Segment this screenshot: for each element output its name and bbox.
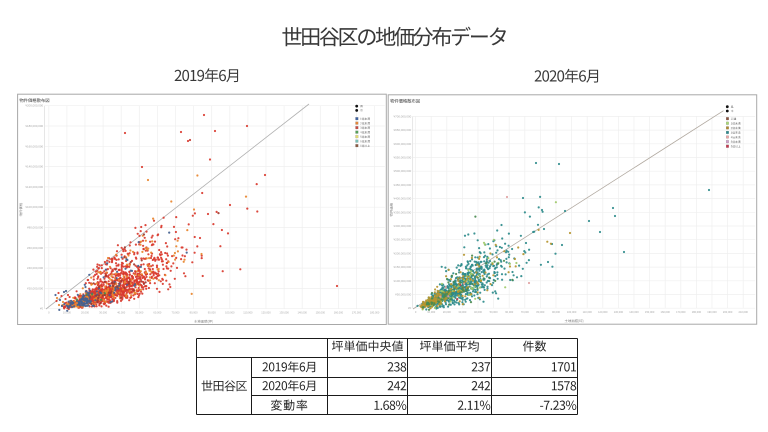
svg-text:¥200,000,000: ¥200,000,000 bbox=[25, 104, 43, 108]
svg-text:110,000: 110,000 bbox=[583, 310, 593, 314]
svg-text:170,000: 170,000 bbox=[352, 310, 362, 314]
svg-text:50,000: 50,000 bbox=[490, 310, 498, 314]
svg-text:190,000: 190,000 bbox=[707, 310, 717, 314]
svg-text:¥160,000,000: ¥160,000,000 bbox=[25, 144, 43, 148]
svg-text:¥20,000,000: ¥20,000,000 bbox=[27, 286, 43, 290]
svg-text:200,000: 200,000 bbox=[723, 310, 733, 314]
svg-text:70,000: 70,000 bbox=[521, 310, 529, 314]
svg-text:150,000: 150,000 bbox=[645, 310, 655, 314]
svg-text:¥80,000,000: ¥80,000,000 bbox=[27, 226, 43, 230]
svg-text:160,000: 160,000 bbox=[661, 310, 671, 314]
svg-text:¥50,000,000: ¥50,000,000 bbox=[395, 293, 411, 297]
svg-text:¥180,000,000: ¥180,000,000 bbox=[25, 124, 43, 128]
svg-text:¥350,000,000: ¥350,000,000 bbox=[394, 210, 412, 214]
svg-text:¥200,000,000: ¥200,000,000 bbox=[394, 251, 412, 255]
svg-text:120,000: 120,000 bbox=[598, 310, 608, 314]
svg-text:60,000: 60,000 bbox=[153, 310, 161, 314]
svg-text:210,000: 210,000 bbox=[739, 310, 749, 314]
svg-text:¥100,000,000: ¥100,000,000 bbox=[394, 279, 412, 283]
svg-text:¥650,000,000: ¥650,000,000 bbox=[394, 128, 412, 132]
svg-text:80,000: 80,000 bbox=[536, 310, 544, 314]
svg-text:¥0: ¥0 bbox=[40, 307, 44, 311]
svg-text:30,000: 30,000 bbox=[458, 310, 466, 314]
svg-text:40,000: 40,000 bbox=[117, 310, 125, 314]
svg-text:¥450,000,000: ¥450,000,000 bbox=[394, 183, 412, 187]
svg-text:¥600,000,000: ¥600,000,000 bbox=[394, 142, 412, 146]
svg-text:110,000: 110,000 bbox=[243, 310, 253, 314]
svg-text:¥550,000,000: ¥550,000,000 bbox=[394, 156, 412, 160]
svg-text:¥300,000,000: ¥300,000,000 bbox=[394, 224, 412, 228]
svg-text:90,000: 90,000 bbox=[552, 310, 560, 314]
svg-text:¥40,000,000: ¥40,000,000 bbox=[27, 266, 43, 270]
svg-text:40,000: 40,000 bbox=[474, 310, 482, 314]
svg-text:10,000: 10,000 bbox=[63, 310, 71, 314]
svg-text:60,000: 60,000 bbox=[505, 310, 513, 314]
svg-text:30,000: 30,000 bbox=[99, 310, 107, 314]
svg-text:¥60,000,000: ¥60,000,000 bbox=[27, 246, 43, 250]
svg-text:120,000: 120,000 bbox=[261, 310, 271, 314]
svg-text:¥150,000,000: ¥150,000,000 bbox=[394, 265, 412, 269]
svg-text:20,000: 20,000 bbox=[443, 310, 451, 314]
svg-text:130,000: 130,000 bbox=[279, 310, 289, 314]
svg-text:0: 0 bbox=[415, 310, 417, 314]
svg-text:¥700,000,000: ¥700,000,000 bbox=[394, 114, 412, 118]
svg-text:180,000: 180,000 bbox=[692, 310, 702, 314]
svg-text:130,000: 130,000 bbox=[614, 310, 624, 314]
svg-text:100,000: 100,000 bbox=[225, 310, 235, 314]
svg-text:80,000: 80,000 bbox=[190, 310, 198, 314]
svg-text:¥120,000,000: ¥120,000,000 bbox=[25, 185, 43, 189]
svg-text:160,000: 160,000 bbox=[334, 310, 344, 314]
svg-text:¥250,000,000: ¥250,000,000 bbox=[394, 238, 412, 242]
svg-text:140,000: 140,000 bbox=[629, 310, 639, 314]
svg-text:50,000: 50,000 bbox=[135, 310, 143, 314]
svg-text:180,000: 180,000 bbox=[370, 310, 380, 314]
svg-text:150,000: 150,000 bbox=[316, 310, 326, 314]
svg-text:140,000: 140,000 bbox=[298, 310, 308, 314]
svg-text:¥500,000,000: ¥500,000,000 bbox=[394, 169, 412, 173]
svg-text:¥400,000,000: ¥400,000,000 bbox=[394, 197, 412, 201]
svg-text:90,000: 90,000 bbox=[208, 310, 216, 314]
svg-text:70,000: 70,000 bbox=[172, 310, 180, 314]
svg-text:¥100,000,000: ¥100,000,000 bbox=[25, 205, 43, 209]
svg-text:100,000: 100,000 bbox=[567, 310, 577, 314]
svg-text:0: 0 bbox=[48, 310, 50, 314]
svg-text:¥140,000,000: ¥140,000,000 bbox=[25, 165, 43, 169]
svg-text:170,000: 170,000 bbox=[676, 310, 686, 314]
svg-text:10,000: 10,000 bbox=[427, 310, 435, 314]
svg-text:¥0: ¥0 bbox=[408, 306, 412, 310]
svg-text:20,000: 20,000 bbox=[81, 310, 89, 314]
